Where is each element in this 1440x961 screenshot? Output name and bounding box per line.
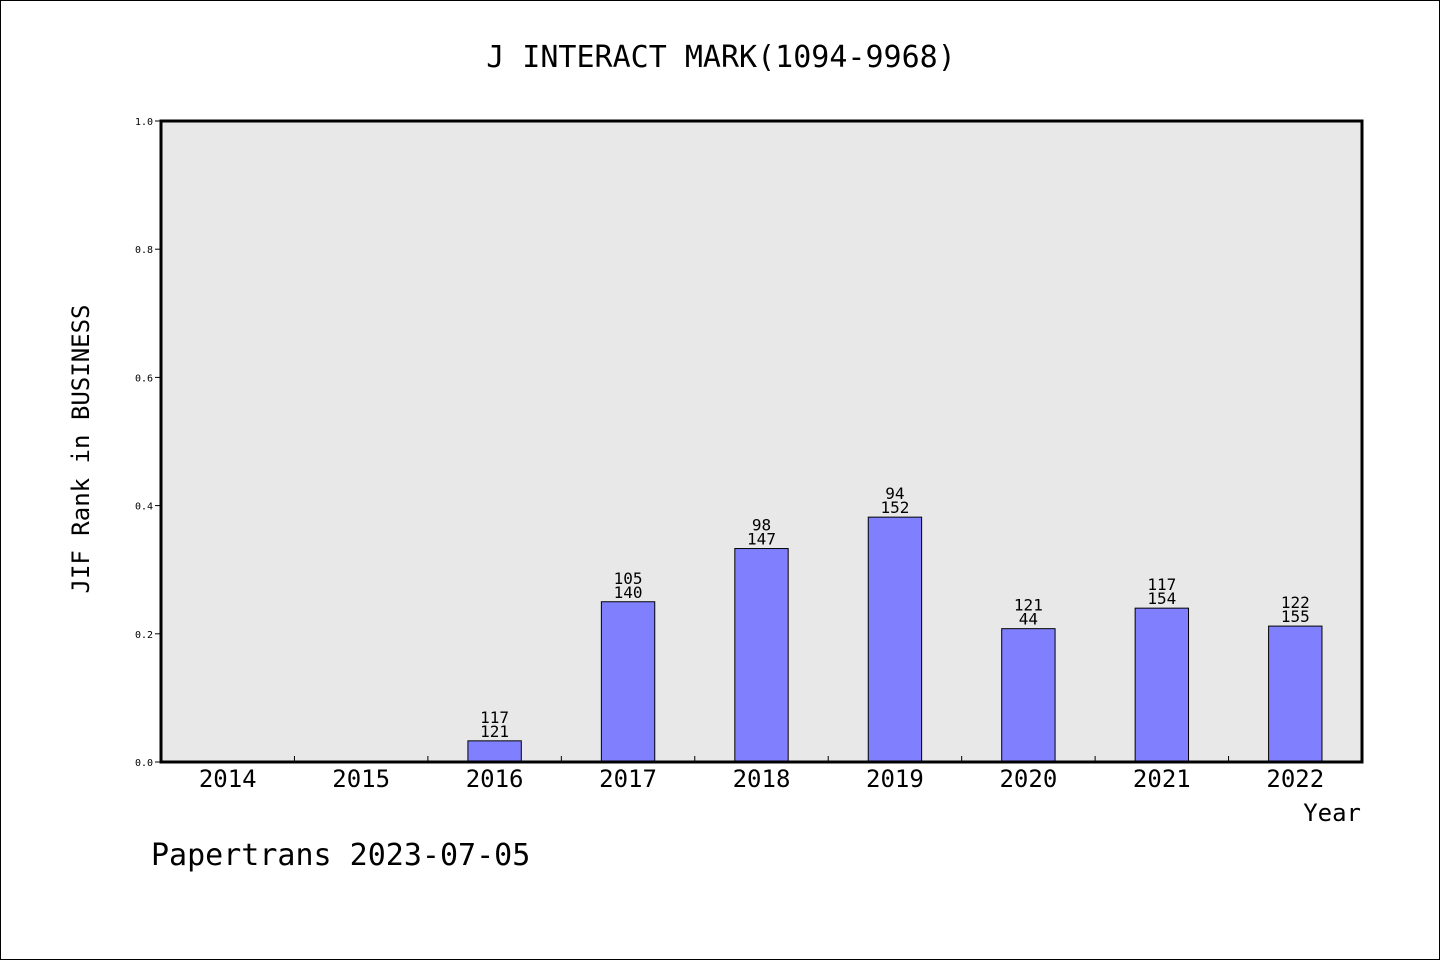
bar — [600, 601, 656, 763]
bar-label-top: 98 — [752, 516, 771, 535]
x-tick-label: 2015 — [332, 765, 390, 793]
y-tick-label: 1.0 — [135, 117, 153, 128]
bar-label-top: 117 — [1147, 575, 1176, 594]
x-tick-label: 2021 — [1133, 765, 1191, 793]
bar — [1134, 607, 1190, 763]
bar-label-bottom: 44 — [1019, 610, 1038, 629]
y-axis: 0.0 0.2 0.4 0.6 0.8 1.0 — [135, 117, 161, 769]
bar — [867, 516, 923, 763]
bar-label-top: 122 — [1281, 593, 1310, 612]
x-tick-label: 2020 — [999, 765, 1057, 793]
bar-label-bottom: 121 — [480, 722, 509, 741]
bar-label-bottom: 152 — [880, 498, 909, 517]
x-tick-label: 2017 — [599, 765, 657, 793]
bar — [734, 548, 789, 763]
x-tick-label: 2014 — [199, 765, 257, 793]
bar-label-top: 105 — [614, 569, 643, 588]
bar — [467, 740, 522, 763]
x-axis-label: Year — [1303, 799, 1361, 827]
bar-label-bottom: 154 — [1147, 589, 1176, 608]
bar-label-bottom: 155 — [1281, 607, 1310, 626]
x-tick-label: 2019 — [866, 765, 924, 793]
bar-label-top: 121 — [1014, 596, 1043, 615]
bar-label-top: 94 — [885, 484, 904, 503]
y-tick-label: 0.6 — [135, 373, 153, 384]
chart-title: J INTERACT MARK(1094-9968) — [486, 40, 956, 75]
y-tick-label: 0.2 — [135, 630, 153, 641]
bar-label-bottom: 147 — [747, 530, 776, 549]
x-tick-label: 2022 — [1266, 765, 1324, 793]
y-tick-label: 0.0 — [135, 758, 153, 769]
x-tick-label: 2016 — [466, 765, 524, 793]
bar-label-top: 117 — [480, 708, 509, 727]
x-axis: 2014 2015 2016 2017 2018 2019 2020 2021 2022 — [199, 756, 1324, 793]
bar-label-bottom: 140 — [614, 583, 643, 602]
y-tick-label: 0.8 — [135, 245, 153, 256]
y-axis-label: JIF Rank in BUSINESS — [67, 305, 95, 594]
bar-series — [467, 516, 1323, 763]
bar — [1001, 628, 1056, 763]
bar — [1268, 625, 1323, 763]
plot-border — [159, 119, 1364, 764]
y-tick-label: 0.4 — [135, 502, 153, 513]
x-tick-label: 2018 — [733, 765, 791, 793]
footer-text: Papertrans 2023-07-05 — [151, 838, 530, 873]
